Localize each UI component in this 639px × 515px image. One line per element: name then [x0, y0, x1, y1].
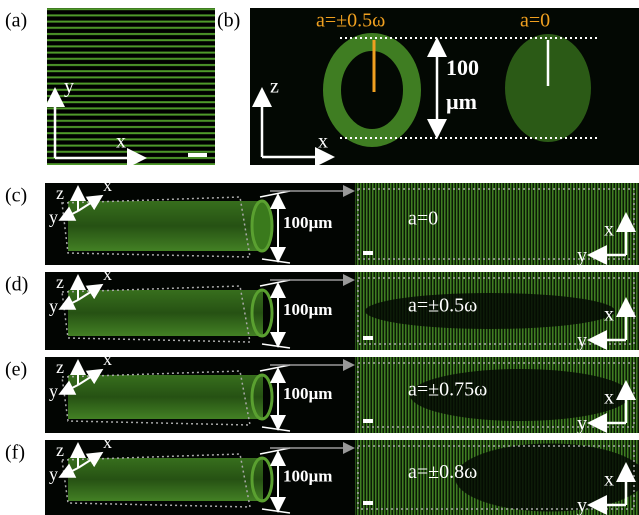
tube [68, 458, 263, 501]
axis-label: x [103, 175, 112, 195]
axis-label: y [49, 381, 58, 401]
panel-label: (c) [5, 185, 27, 207]
axis-label: y [49, 464, 58, 484]
axis-label: x [103, 264, 112, 284]
axis-label: x [103, 349, 112, 369]
axis-label: x [318, 131, 328, 153]
axis-label: x [604, 387, 614, 409]
axis-label: y [49, 296, 58, 316]
axis-label: y [49, 207, 58, 227]
axis-label: z [56, 440, 64, 460]
condition-label: a=±0.5ω [408, 295, 477, 317]
panel-label: (e) [5, 359, 27, 381]
panel-label: (b) [217, 10, 240, 32]
axis-label: z [270, 76, 279, 98]
scale-label: 100 [446, 55, 479, 80]
panel-label: (d) [5, 274, 28, 296]
axis-label: z [56, 272, 64, 292]
tube [68, 375, 263, 419]
axis-label: y [64, 76, 74, 98]
axis-label: x [604, 469, 614, 491]
scale-label: 100µm [283, 384, 332, 403]
axis-label: z [56, 183, 64, 203]
annotation: a=±0.5ω [316, 10, 385, 32]
scale-label: µm [446, 89, 477, 114]
annotation: a=0 [520, 10, 550, 32]
axis-label: y [577, 413, 587, 435]
panel-label: (a) [5, 10, 27, 32]
axis-label: y [577, 330, 587, 352]
scale-label: 100µm [283, 300, 332, 319]
condition-label: a=±0.8ω [408, 461, 477, 483]
axis-label: x [604, 219, 614, 241]
scale-label: 100µm [283, 213, 332, 232]
image [355, 183, 639, 265]
axis-label: x [116, 131, 126, 153]
axis-label: x [103, 432, 112, 452]
scale-label: 100µm [283, 466, 332, 485]
tube [68, 201, 263, 251]
condition-label: a=±0.75ω [408, 379, 487, 401]
dark-region [365, 293, 615, 329]
tube-end [252, 201, 272, 251]
panel-label: (f) [5, 442, 25, 464]
axis-label: y [577, 245, 587, 267]
axis-label: x [604, 304, 614, 326]
tube [68, 290, 263, 336]
axis-label: z [56, 357, 64, 377]
condition-label: a=0 [408, 208, 438, 230]
axis-label: y [577, 495, 587, 515]
figure: (a)yx(b)a=±0.5ωa=0100µmzx(c)100µmzyxa=0x… [0, 0, 639, 515]
